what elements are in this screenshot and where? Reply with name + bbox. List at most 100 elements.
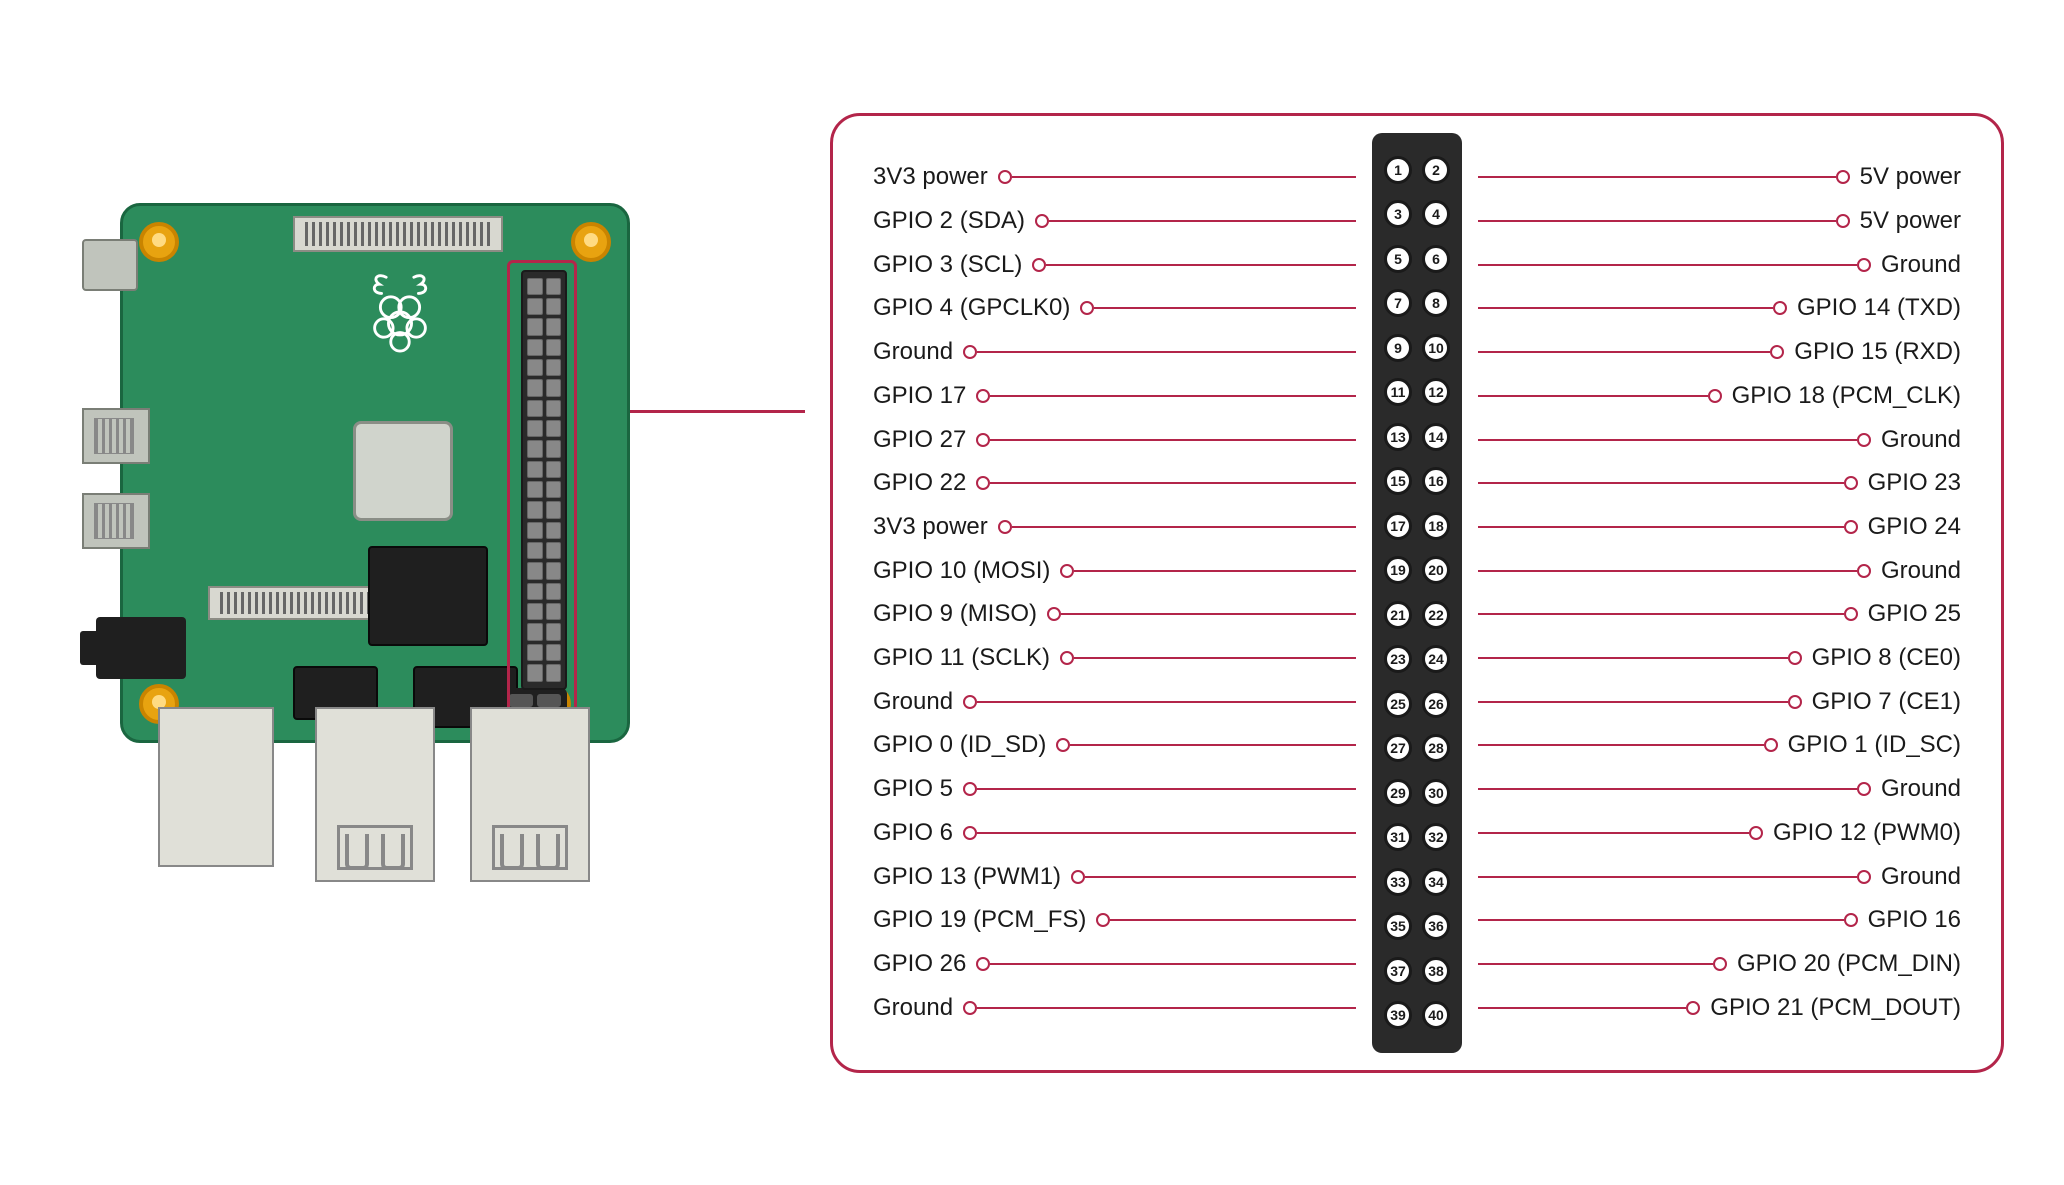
- pin-label: GPIO 4 (GPCLK0): [873, 294, 1070, 322]
- pin-marker-icon: [1857, 564, 1871, 578]
- pcb: [120, 203, 630, 743]
- pin-leader-line: [1094, 307, 1356, 309]
- pin-row-left: GPIO 9 (MISO): [873, 593, 1356, 637]
- pin-row-right: 5V power: [1478, 199, 1961, 243]
- pin-leader-line: [1061, 613, 1356, 615]
- pin-marker-icon: [1857, 870, 1871, 884]
- board-pin-icon: [546, 644, 562, 661]
- board-pin-icon: [527, 583, 543, 600]
- pin-marker-icon: [1836, 170, 1850, 184]
- pin-leader-line: [1046, 264, 1356, 266]
- board-pin-icon: [527, 420, 543, 437]
- pin-number: 30: [1422, 779, 1450, 807]
- pin-label: GPIO 15 (RXD): [1794, 338, 1961, 366]
- pin-marker-icon: [1788, 695, 1802, 709]
- board-pin-icon: [546, 501, 562, 518]
- pin-marker-icon: [1060, 651, 1074, 665]
- pin-leader-line: [990, 395, 1356, 397]
- pin-row-right: Ground: [1478, 243, 1961, 287]
- pin-row-left: Ground: [873, 330, 1356, 374]
- mount-hole-icon: [139, 222, 179, 262]
- board-pin-icon: [527, 481, 543, 498]
- pin-marker-icon: [1071, 870, 1085, 884]
- pin-row-right: GPIO 16: [1478, 898, 1961, 942]
- board-pin-icon: [546, 298, 562, 315]
- board-pin-icon: [546, 359, 562, 376]
- pinout-panel: 3V3 powerGPIO 2 (SDA)GPIO 3 (SCL)GPIO 4 …: [830, 113, 2004, 1073]
- pin-row-right: GPIO 21 (PCM_DOUT): [1478, 986, 1961, 1030]
- pin-number: 29: [1384, 779, 1412, 807]
- usb-block-2-icon: [470, 707, 590, 882]
- pin-row-left: GPIO 27: [873, 418, 1356, 462]
- pin-leader-line: [1478, 832, 1749, 834]
- pin-marker-icon: [976, 389, 990, 403]
- mount-hole-icon: [571, 222, 611, 262]
- pin-number: 27: [1384, 734, 1412, 762]
- pin-number: 11: [1384, 378, 1412, 406]
- board-pin-icon: [546, 440, 562, 457]
- pin-number: 18: [1422, 512, 1450, 540]
- board-pin-icon: [546, 420, 562, 437]
- pin-row-left: GPIO 0 (ID_SD): [873, 724, 1356, 768]
- pin-label: GPIO 14 (TXD): [1797, 294, 1961, 322]
- pin-marker-icon: [1844, 520, 1858, 534]
- pin-label: Ground: [873, 688, 953, 716]
- pin-number: 4: [1422, 200, 1450, 228]
- pin-row-left: GPIO 11 (SCLK): [873, 636, 1356, 680]
- pin-leader-line: [1478, 657, 1788, 659]
- pin-label: GPIO 24: [1868, 513, 1961, 541]
- pin-number: 37: [1384, 957, 1412, 985]
- pin-label: GPIO 12 (PWM0): [1773, 819, 1961, 847]
- pin-label: Ground: [1881, 557, 1961, 585]
- pin-leader-line: [1478, 963, 1713, 965]
- pin-label: GPIO 9 (MISO): [873, 600, 1037, 628]
- board-pin-icon: [527, 522, 543, 539]
- pin-leader-line: [977, 701, 1356, 703]
- board-pin-icon: [546, 481, 562, 498]
- pin-marker-icon: [963, 695, 977, 709]
- pin-marker-icon: [963, 826, 977, 840]
- board-pin-icon: [527, 562, 543, 579]
- pin-row-left: GPIO 6: [873, 811, 1356, 855]
- callout-connector-line: [615, 410, 805, 413]
- pin-label: GPIO 21 (PCM_DOUT): [1710, 994, 1961, 1022]
- pin-label: 5V power: [1860, 163, 1961, 191]
- pin-row-right: GPIO 25: [1478, 593, 1961, 637]
- pin-label: GPIO 18 (PCM_CLK): [1732, 382, 1961, 410]
- pin-marker-icon: [1032, 258, 1046, 272]
- pin-number: 25: [1384, 690, 1412, 718]
- gpio-header-on-board-icon: [521, 270, 567, 690]
- pin-row-right: GPIO 15 (RXD): [1478, 330, 1961, 374]
- pin-marker-icon: [1857, 433, 1871, 447]
- pin-number: 12: [1422, 378, 1450, 406]
- pin-label: GPIO 20 (PCM_DIN): [1737, 950, 1961, 978]
- pin-leader-line: [1478, 1007, 1686, 1009]
- micro-hdmi-2-icon: [82, 493, 150, 549]
- pin-leader-line: [1478, 439, 1857, 441]
- micro-hdmi-1-icon: [82, 408, 150, 464]
- pin-number: 40: [1422, 1001, 1450, 1029]
- pin-label: 3V3 power: [873, 513, 988, 541]
- pin-number: 2: [1422, 156, 1450, 184]
- board-pin-icon: [527, 318, 543, 335]
- pin-leader-line: [1012, 176, 1356, 178]
- pin-number: 1: [1384, 156, 1412, 184]
- pin-label: GPIO 0 (ID_SD): [873, 731, 1046, 759]
- pin-row-left: GPIO 3 (SCL): [873, 243, 1356, 287]
- pin-number: 39: [1384, 1001, 1412, 1029]
- audio-jack-icon: [96, 617, 186, 679]
- pin-labels-right-column: 5V power5V powerGroundGPIO 14 (TXD)GPIO …: [1478, 156, 1961, 1030]
- usb-c-port-icon: [82, 239, 138, 291]
- pin-row-left: 3V3 power: [873, 505, 1356, 549]
- board-pin-icon: [546, 339, 562, 356]
- pin-leader-line: [1478, 701, 1788, 703]
- pin-marker-icon: [1035, 214, 1049, 228]
- pin-number: 31: [1384, 823, 1412, 851]
- pin-leader-line: [990, 963, 1356, 965]
- board-pin-icon: [546, 542, 562, 559]
- pin-row-right: GPIO 23: [1478, 461, 1961, 505]
- board-pin-icon: [546, 664, 562, 681]
- pin-marker-icon: [1096, 913, 1110, 927]
- pin-number: 22: [1422, 601, 1450, 629]
- board-pin-icon: [527, 278, 543, 295]
